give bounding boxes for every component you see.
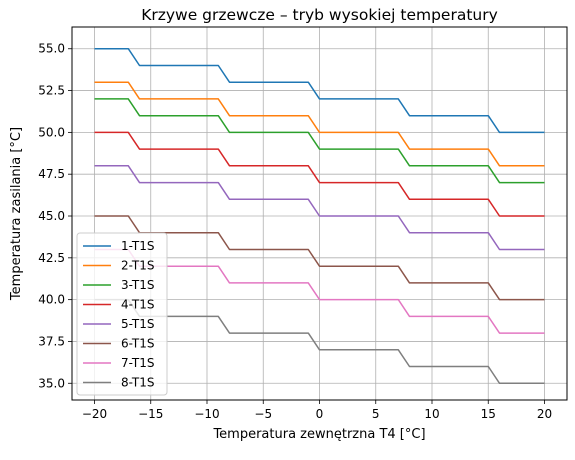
series-line-1-T1S <box>94 47 545 134</box>
legend-label: 7-T1S <box>121 356 154 370</box>
series-lines <box>94 47 545 385</box>
y-tick-label: 45.0 <box>38 209 65 223</box>
series-line-3-T1S <box>94 98 545 184</box>
axis-ticks: −20 −15 −10 −5 0 5 10 15 20 35.0 37.5 40.0 42.5 45.0 4… <box>38 42 552 421</box>
y-tick-label: 42.5 <box>38 251 65 265</box>
x-tick-label: 0 <box>316 407 324 421</box>
x-tick-label: −10 <box>194 407 219 421</box>
legend-label: 2-T1S <box>121 259 154 273</box>
series-line-6-T1S <box>94 215 545 301</box>
series-line-2-T1S <box>94 81 545 167</box>
legend-label: 6-T1S <box>121 337 154 351</box>
x-tick-label: −5 <box>254 407 272 421</box>
y-tick-label: 37.5 <box>38 334 65 348</box>
series-line-4-T1S <box>94 131 545 217</box>
legend-label: 4-T1S <box>121 298 154 312</box>
x-tick-label: 15 <box>481 407 496 421</box>
legend-label: 3-T1S <box>121 278 154 292</box>
y-tick-label: 50.0 <box>38 125 65 139</box>
y-axis-label: Temperatura zasilania [°C] <box>9 127 24 301</box>
legend-label: 1-T1S <box>121 239 154 253</box>
series-line-5-T1S <box>94 165 545 251</box>
x-tick-label: −20 <box>82 407 107 421</box>
legend: 1-T1S 2-T1S 3-T1S 4-T1S 5-T1S 6-T1S 7-T1S 8-T1S <box>76 232 168 396</box>
y-tick-label: 35.0 <box>38 376 65 390</box>
y-tick-label: 55.0 <box>38 42 65 56</box>
legend-label: 8-T1S <box>121 376 154 390</box>
y-tick-label: 47.5 <box>38 167 65 181</box>
chart-title: Krzywe grzewcze – tryb wysokiej temperat… <box>141 6 498 24</box>
x-axis-label: Temperatura zewnętrzna T4 [°C] <box>212 427 425 442</box>
x-tick-label: 10 <box>424 407 439 421</box>
x-tick-label: −15 <box>138 407 163 421</box>
x-tick-label: 20 <box>537 407 552 421</box>
x-tick-label: 5 <box>372 407 380 421</box>
legend-box <box>76 232 168 396</box>
y-tick-label: 52.5 <box>38 84 65 98</box>
legend-label: 5-T1S <box>121 317 154 331</box>
y-tick-label: 40.0 <box>38 293 65 307</box>
